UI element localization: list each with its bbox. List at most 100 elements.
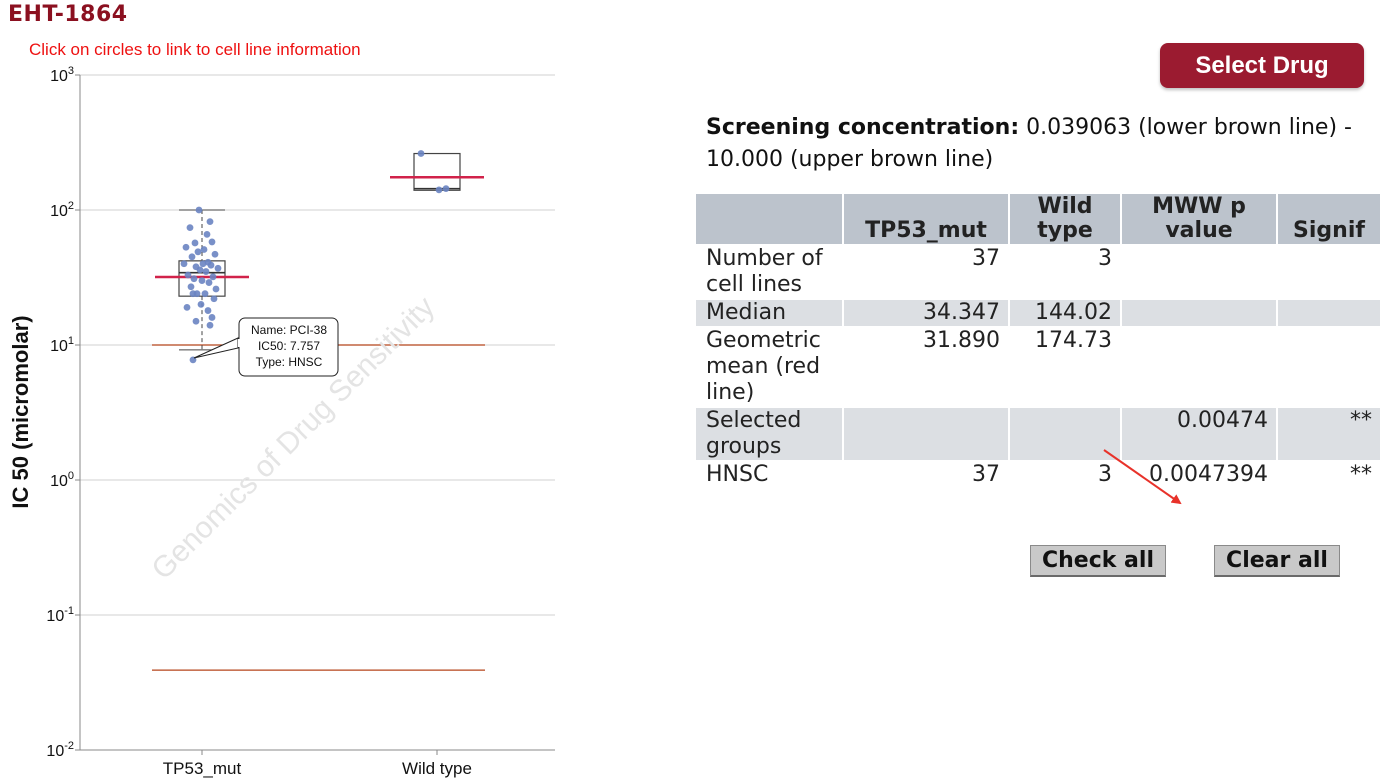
data-point[interactable] [442, 185, 450, 193]
header-empty [696, 194, 842, 244]
data-point[interactable] [210, 295, 218, 303]
cell-signif [1278, 328, 1380, 406]
tooltip-pointer [193, 337, 239, 359]
data-point[interactable] [212, 285, 220, 293]
y-tick-label: 102 [50, 200, 74, 220]
data-point[interactable] [182, 243, 190, 251]
data-point[interactable] [190, 275, 198, 283]
data-point[interactable] [197, 300, 205, 308]
tooltip-line-1: Name: PCI-38 [251, 323, 327, 337]
screening-label: Screening concentration: [706, 115, 1020, 140]
row-label: HNSC [706, 462, 769, 487]
data-point[interactable] [206, 218, 214, 226]
x-tick-label: Wild type [402, 759, 472, 778]
point-tooltip: Name: PCI-38 IC50: 7.757 Type: HNSC [193, 317, 339, 377]
data-point[interactable] [200, 246, 208, 253]
data-point[interactable] [203, 230, 211, 238]
data-point[interactable] [198, 277, 206, 284]
row-label: Number of cell lines [706, 246, 823, 297]
table-row: Median 34.347 144.02 [696, 300, 1380, 326]
y-tick-label: 101 [50, 335, 74, 355]
y-tick-label: 10-1 [46, 605, 74, 625]
data-point[interactable] [183, 303, 191, 311]
cell-p-value [1122, 328, 1276, 406]
y-tick-label: 10-2 [46, 740, 74, 760]
data-point[interactable] [209, 273, 217, 281]
check-all-button[interactable]: Check all [1030, 545, 1166, 577]
cell-p-value: 0.0047394 [1149, 462, 1268, 487]
table-row: Number of cell lines 37 3 [696, 246, 1380, 298]
row-label: Selected groups [696, 408, 842, 460]
data-point[interactable] [208, 314, 216, 321]
cell-wild-type: 3 [1098, 462, 1112, 487]
cell-p-value: 0.00474 [1122, 408, 1276, 460]
cell-tp53-mut: 37 [972, 462, 1000, 487]
data-point[interactable] [196, 266, 204, 274]
data-point[interactable] [206, 321, 214, 329]
table-row: Selected groups 0.00474 ** [696, 408, 1380, 460]
select-drug-button[interactable]: Select Drug [1160, 43, 1364, 88]
cell-wild-type: 3 [1098, 246, 1112, 271]
data-point[interactable] [417, 150, 425, 157]
data-point[interactable] [187, 283, 195, 291]
header-mww-p-value: MWW p value [1122, 194, 1276, 244]
data-point[interactable] [186, 224, 194, 232]
cell-p-value [1122, 300, 1276, 326]
cell-tp53-mut: 31.890 [923, 328, 1000, 353]
drug-title: EHT-1864 [8, 2, 128, 27]
clear-all-button[interactable]: Clear all [1214, 545, 1340, 577]
data-point[interactable] [180, 260, 188, 268]
cell-wild-type: 174.73 [1035, 328, 1112, 353]
cell-tp53-mut: 37 [972, 246, 1000, 271]
table-row: Geometric mean (red line) 31.890 174.73 [696, 328, 1380, 406]
data-point[interactable] [205, 279, 213, 286]
data-point[interactable] [207, 261, 215, 269]
data-point[interactable] [194, 248, 202, 256]
data-points[interactable] [180, 150, 450, 364]
data-point[interactable] [202, 268, 210, 275]
cell-tp53-mut [844, 408, 1008, 460]
data-point[interactable] [188, 253, 196, 261]
data-point[interactable] [191, 239, 199, 247]
tooltip-line-2: IC50: 7.757 [258, 339, 320, 353]
data-point[interactable] [204, 307, 212, 314]
y-axis-ticks: 103 102 101 100 10-1 10-2 [46, 65, 80, 760]
x-axis-ticks: TP53_mut Wild type [163, 750, 472, 778]
cell-wild-type: 144.02 [1010, 300, 1120, 326]
tooltip-line-3: Type: HNSC [256, 355, 323, 369]
data-point[interactable] [192, 317, 200, 325]
data-point[interactable] [184, 271, 192, 279]
data-point[interactable] [199, 260, 207, 268]
header-tp53-mut: TP53_mut [844, 194, 1008, 244]
data-point[interactable] [189, 290, 197, 298]
row-label: Median [696, 300, 842, 326]
y-tick-label: 103 [50, 65, 74, 85]
cell-signif [1278, 300, 1380, 326]
table-header-row: TP53_mut Wild type MWW p value Signif [696, 194, 1380, 244]
cell-wild-type [1010, 408, 1120, 460]
screening-concentration: Screening concentration: 0.039063 (lower… [706, 112, 1366, 176]
data-point[interactable] [214, 264, 222, 272]
data-point[interactable] [435, 186, 443, 194]
screening-value: 0.039063 (lower brown line) - 10.000 (up… [706, 115, 1352, 172]
table-row: HNSC 37 3 0.0047394 ** [696, 462, 1380, 488]
data-point[interactable] [211, 250, 219, 258]
x-tick-label: TP53_mut [163, 759, 242, 778]
ic50-chart: Click on circles to link to cell line in… [8, 40, 555, 778]
row-label: Geometric mean (red line) [706, 328, 821, 405]
cell-signif: ** [1278, 408, 1380, 460]
y-tick-label: 100 [50, 470, 74, 490]
chart-instruction: Click on circles to link to cell line in… [29, 40, 361, 59]
cell-tp53-mut: 34.347 [844, 300, 1008, 326]
cell-signif: ** [1350, 462, 1372, 487]
header-signif: Signif [1278, 194, 1380, 244]
data-point[interactable] [201, 290, 209, 298]
cell-p-value [1122, 246, 1276, 298]
stats-table: TP53_mut Wild type MWW p value Signif Nu… [694, 192, 1382, 490]
iqr-box [413, 152, 461, 191]
data-point[interactable] [195, 206, 203, 214]
y-axis-label: IC 50 (micromolar) [8, 315, 33, 508]
data-point[interactable] [208, 238, 216, 246]
cell-signif [1278, 246, 1380, 298]
header-wild-type: Wild type [1010, 194, 1120, 244]
